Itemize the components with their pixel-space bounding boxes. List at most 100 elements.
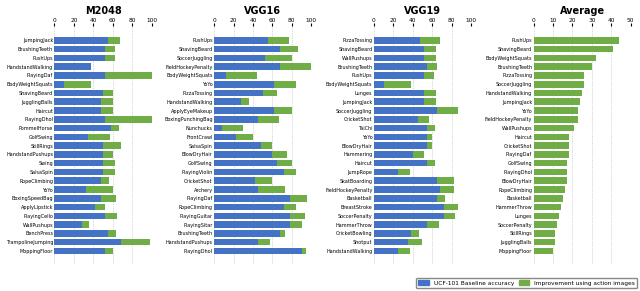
Bar	[214, 204, 284, 210]
Bar	[374, 98, 424, 105]
Legend: UCF-101 Baseline accuracy, Improvement using action images: UCF-101 Baseline accuracy, Improvement u…	[416, 278, 637, 288]
Bar	[374, 221, 428, 228]
Bar	[374, 107, 437, 114]
Bar	[534, 151, 568, 158]
Bar	[108, 230, 116, 237]
Bar	[420, 37, 440, 44]
Bar	[54, 204, 95, 210]
Bar	[214, 55, 265, 61]
Bar	[214, 186, 258, 193]
Bar	[290, 195, 307, 202]
Bar	[374, 55, 424, 61]
Bar	[214, 178, 255, 184]
Bar	[214, 72, 226, 79]
Bar	[214, 212, 290, 219]
Bar	[214, 151, 273, 158]
Bar	[54, 90, 103, 96]
Bar	[214, 142, 260, 149]
Bar	[374, 81, 383, 88]
Bar	[534, 63, 592, 70]
Bar	[82, 221, 90, 228]
Bar	[428, 221, 439, 228]
Bar	[417, 116, 429, 123]
Bar	[54, 98, 101, 105]
Bar	[214, 90, 263, 96]
Bar	[101, 178, 109, 184]
Bar	[258, 186, 285, 193]
Bar	[54, 239, 120, 245]
Bar	[428, 125, 435, 131]
Bar	[214, 169, 284, 175]
Title: VGG19: VGG19	[404, 6, 441, 15]
Bar	[277, 160, 292, 166]
Bar	[428, 134, 432, 140]
Bar	[534, 55, 596, 61]
Bar	[88, 134, 110, 140]
Bar	[374, 160, 428, 166]
Bar	[105, 46, 115, 52]
Bar	[273, 151, 287, 158]
Bar	[105, 116, 152, 123]
Bar	[108, 37, 120, 44]
Bar	[214, 134, 236, 140]
Bar	[214, 221, 290, 228]
Bar	[54, 186, 86, 193]
Bar	[105, 55, 115, 61]
Bar	[275, 81, 296, 88]
Bar	[214, 81, 275, 88]
Bar	[64, 81, 92, 88]
Bar	[280, 230, 285, 237]
Bar	[54, 178, 101, 184]
Bar	[383, 81, 411, 88]
Bar	[268, 37, 289, 44]
Bar	[255, 178, 273, 184]
Bar	[226, 72, 257, 79]
Bar	[374, 169, 398, 175]
Bar	[440, 186, 454, 193]
Bar	[534, 46, 613, 52]
Bar	[280, 46, 298, 52]
Bar	[54, 63, 92, 70]
Bar	[54, 107, 101, 114]
Bar	[534, 169, 566, 175]
Bar	[374, 90, 424, 96]
Bar	[374, 63, 428, 70]
Bar	[105, 248, 113, 254]
Bar	[534, 221, 557, 228]
Bar	[424, 98, 436, 105]
Bar	[374, 72, 424, 79]
Bar	[214, 125, 222, 131]
Bar	[265, 55, 292, 61]
Bar	[408, 239, 422, 245]
Bar	[534, 37, 619, 44]
Bar	[101, 98, 113, 105]
Bar	[534, 204, 561, 210]
Bar	[54, 221, 82, 228]
Bar	[214, 46, 280, 52]
Bar	[374, 186, 440, 193]
Bar	[374, 125, 428, 131]
Bar	[437, 178, 454, 184]
Bar	[374, 37, 420, 44]
Bar	[374, 178, 437, 184]
Bar	[290, 221, 301, 228]
Bar	[214, 63, 280, 70]
Bar	[534, 72, 584, 79]
Bar	[424, 46, 436, 52]
Bar	[241, 98, 249, 105]
Bar	[534, 125, 574, 131]
Title: M2048: M2048	[84, 6, 122, 15]
Bar	[214, 107, 275, 114]
Bar	[54, 46, 105, 52]
Bar	[54, 142, 103, 149]
Bar	[534, 81, 584, 88]
Bar	[120, 239, 150, 245]
Bar	[534, 142, 568, 149]
Bar	[301, 248, 307, 254]
Bar	[54, 55, 105, 61]
Bar	[444, 204, 458, 210]
Title: VGG16: VGG16	[244, 6, 281, 15]
Bar	[374, 212, 444, 219]
Bar	[111, 125, 118, 131]
Bar	[103, 90, 113, 96]
